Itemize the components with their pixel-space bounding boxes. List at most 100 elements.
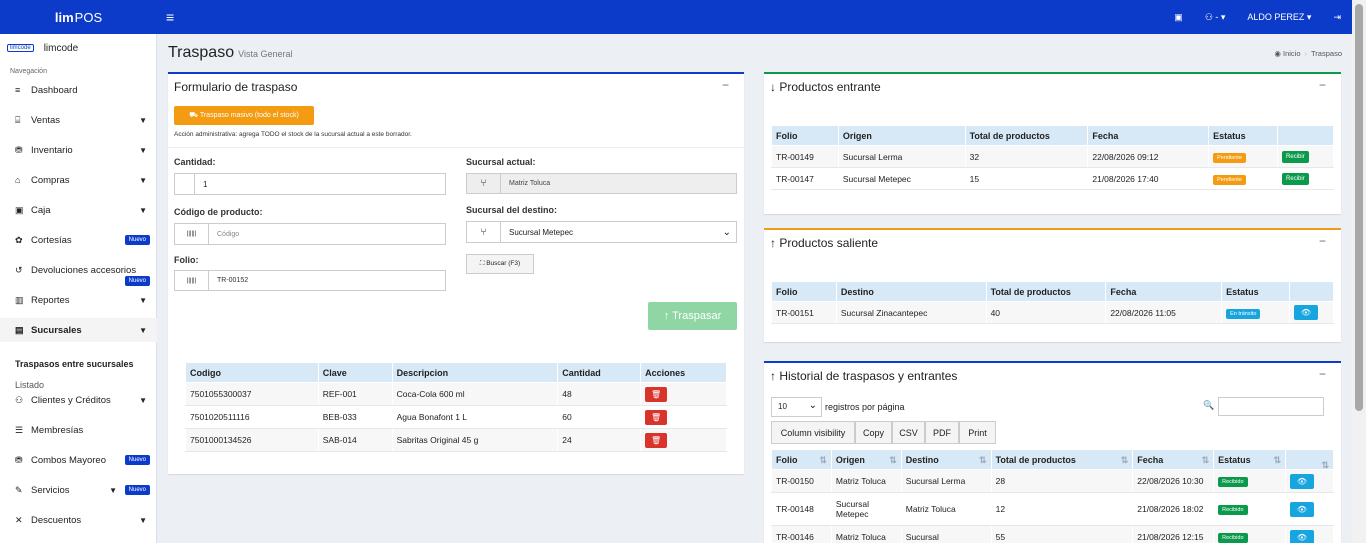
search-button[interactable]: ⛶ Buscar (F3) — [466, 254, 534, 274]
column-header[interactable]: Destino ⇅ — [900, 449, 992, 470]
chevron-down-icon[interactable]: ⌄ — [722, 226, 731, 238]
column-header[interactable]: Total de productos — [985, 281, 1107, 302]
sidebar-item-0[interactable]: ≡ Dashboard — [0, 78, 157, 102]
code-placeholder[interactable]: Código — [217, 230, 240, 238]
chevron-down-icon[interactable]: ⌄ — [808, 400, 817, 411]
column-header[interactable]: Acciones — [640, 362, 727, 383]
scrollbar-thumb[interactable] — [1355, 4, 1363, 411]
folio-field[interactable]: |||||| TR-00152 — [174, 270, 446, 291]
collapse-icon[interactable]: − — [1318, 234, 1326, 248]
branch-dropdown[interactable]: ⚇ - ▾ — [1204, 11, 1226, 22]
sidebar-item-12[interactable]: ✎ Servicios ▼ Nuevo — [0, 478, 157, 502]
delete-icon[interactable]: 🗑 — [645, 409, 668, 425]
store-icon[interactable]: ▣ — [1174, 11, 1183, 22]
chevron-down-icon[interactable]: ▼ — [139, 325, 147, 335]
page-size-value[interactable]: 10 — [778, 402, 787, 411]
transfer-button[interactable]: ↑ Traspasar — [648, 302, 737, 330]
qty-value[interactable]: 1 — [203, 179, 208, 189]
sidebar-item-4[interactable]: ▣ Caja ▼ — [0, 198, 157, 222]
column-header[interactable]: Cantidad — [557, 362, 642, 383]
delete-icon[interactable]: 🗑 — [645, 432, 668, 448]
sort-icon[interactable]: ⇅ — [889, 454, 897, 465]
column-header[interactable]: Clave — [317, 362, 393, 383]
column-header[interactable]: Fecha — [1105, 281, 1223, 302]
column-header[interactable]: Folio — [771, 281, 837, 302]
chevron-down-icon[interactable]: ▼ — [139, 205, 147, 215]
dest-branch-select[interactable]: ⑂ Sucursal Metepec ⌄ — [466, 221, 737, 243]
dt-button-pdf[interactable]: PDF — [925, 421, 959, 444]
sidebar-item-8[interactable]: ▤ Sucursales ▼ — [0, 318, 157, 342]
column-header[interactable]: Destino — [835, 281, 987, 302]
column-header[interactable]: Folio — [771, 125, 839, 146]
chevron-down-icon[interactable]: ▼ — [139, 115, 147, 125]
dt-button-copy[interactable]: Copy — [855, 421, 892, 444]
dest-branch-value[interactable]: Sucursal Metepec — [509, 227, 574, 237]
column-header[interactable]: Fecha — [1087, 125, 1210, 146]
view-icon[interactable]: 👁 — [1294, 305, 1318, 320]
menu-toggle-icon[interactable]: ≡ — [166, 9, 175, 25]
sidebar-item-6[interactable]: ↺ Devoluciones accesorios Nuevo — [0, 258, 157, 286]
sidebar-item-2[interactable]: ⛃ Inventario ▼ — [0, 138, 157, 162]
chevron-down-icon[interactable]: ▼ — [139, 145, 147, 155]
column-header[interactable]: Folio ⇅ — [771, 449, 832, 470]
collapse-icon[interactable]: − — [721, 78, 729, 92]
dt-button-column-visibility[interactable]: Column visibility — [771, 421, 855, 444]
column-header[interactable]: Estatus — [1221, 281, 1290, 302]
column-header[interactable]: Estatus ⇅ — [1213, 449, 1286, 470]
dt-button-csv[interactable]: CSV — [892, 421, 925, 444]
sort-icon[interactable]: ⇅ — [1321, 459, 1329, 470]
sidebar-sub-traspasos[interactable]: Traspasos entre sucursales — [15, 359, 134, 369]
sort-icon[interactable]: ⇅ — [819, 454, 827, 465]
chevron-down-icon[interactable]: ▼ — [139, 295, 147, 305]
brand-logo[interactable]: lim POS — [0, 0, 157, 34]
sort-icon[interactable]: ⇅ — [1201, 454, 1210, 465]
column-header[interactable] — [1277, 125, 1334, 146]
logout-icon[interactable]: ⇥ — [1333, 11, 1341, 22]
user-menu[interactable]: ALDO PEREZ ▾ — [1247, 11, 1312, 22]
product-code-field[interactable]: |||||| Código — [174, 223, 446, 245]
chevron-down-icon[interactable]: ▼ — [109, 485, 117, 495]
receive-button[interactable]: Recibir — [1282, 151, 1309, 163]
chevron-down-icon[interactable]: ▼ — [139, 515, 147, 525]
column-header[interactable] — [1289, 281, 1334, 302]
sidebar-item-7[interactable]: ▥ Reportes ▼ — [0, 288, 157, 312]
page-size-select[interactable]: 10 ⌄ — [771, 397, 822, 417]
view-icon[interactable]: 👁 — [1290, 501, 1314, 517]
chevron-down-icon[interactable]: ▼ — [139, 395, 147, 405]
column-header[interactable]: Total de productos — [964, 125, 1089, 146]
sidebar-item-11[interactable]: ⛃ Combos Mayoreo Nuevo — [0, 448, 157, 472]
column-header[interactable]: Total de productos ⇅ — [990, 449, 1134, 470]
sort-icon[interactable]: ⇅ — [1120, 454, 1129, 465]
sidebar-item-3[interactable]: ⌂ Compras ▼ — [0, 168, 157, 192]
history-search-input[interactable] — [1218, 397, 1324, 416]
page-scrollbar[interactable] — [1352, 0, 1366, 543]
delete-icon[interactable]: 🗑 — [645, 386, 668, 402]
view-icon[interactable]: 👁 — [1290, 473, 1314, 489]
massive-transfer-button[interactable]: ⛟ Traspaso masivo (todo el stock) — [174, 106, 314, 125]
column-header[interactable]: Origen — [837, 125, 966, 146]
qty-field[interactable]: 1 — [174, 173, 446, 195]
column-header[interactable]: Estatus — [1208, 125, 1279, 146]
column-header[interactable]: ⇅ — [1285, 449, 1334, 470]
breadcrumb-home[interactable]: ◉ Inicio — [1274, 49, 1301, 58]
collapse-icon[interactable]: − — [1318, 367, 1326, 381]
chevron-down-icon[interactable]: ▼ — [139, 175, 147, 185]
sidebar-item-5[interactable]: ✿ Cortesías Nuevo — [0, 228, 157, 252]
column-header[interactable]: Fecha ⇅ — [1132, 449, 1215, 470]
column-header[interactable]: Descripcion — [391, 362, 559, 383]
receive-button[interactable]: Recibir — [1282, 173, 1309, 185]
view-icon[interactable]: 👁 — [1290, 529, 1314, 543]
sort-icon[interactable]: ⇅ — [979, 454, 987, 465]
folio-value[interactable]: TR-00152 — [217, 277, 249, 284]
sidebar-item-10[interactable]: ☰ Membresías — [0, 418, 157, 442]
column-header[interactable]: Origen ⇅ — [830, 449, 902, 470]
sidebar-sub-listado[interactable]: Listado — [15, 380, 45, 390]
dt-button-print[interactable]: Print — [959, 421, 996, 444]
sidebar-item-13[interactable]: ✕ Descuentos ▼ — [0, 508, 157, 532]
sidebar-item-9[interactable]: ⚇ Clientes y Créditos ▼ — [0, 388, 157, 412]
column-header[interactable]: Codigo — [185, 362, 319, 383]
table-cell: Sucursal Lerma — [837, 145, 966, 168]
collapse-icon[interactable]: − — [1318, 78, 1326, 92]
sort-icon[interactable]: ⇅ — [1273, 454, 1281, 465]
sidebar-item-1[interactable]: ⌸ Ventas ▼ — [0, 108, 157, 132]
